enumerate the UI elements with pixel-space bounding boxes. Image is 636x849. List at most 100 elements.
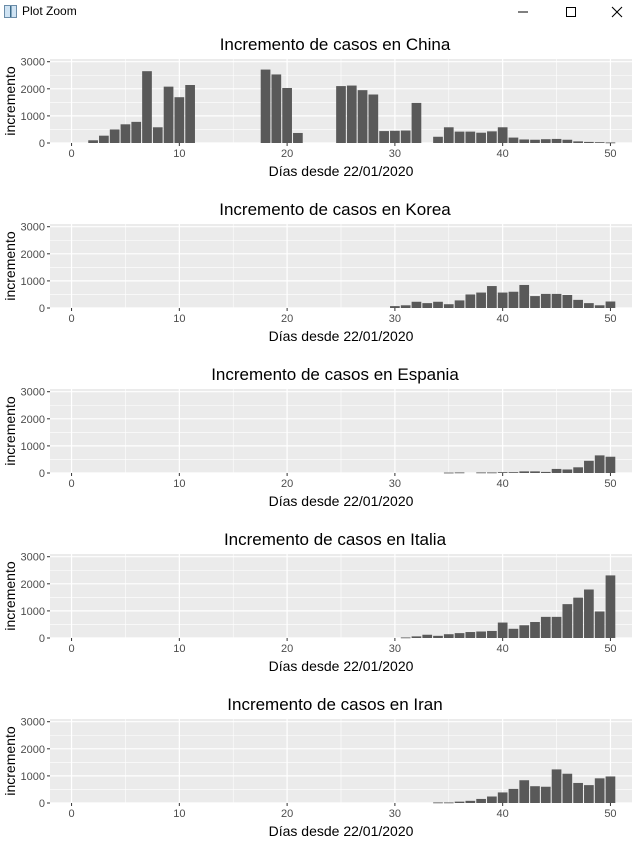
- x-axis-label: Días desde 22/01/2020: [269, 163, 414, 179]
- bar: [497, 792, 508, 803]
- y-tick-label: 2000: [21, 579, 45, 591]
- bar: [540, 786, 551, 803]
- y-tick-label: 3000: [21, 222, 45, 234]
- y-axis-label: incremento: [2, 726, 18, 795]
- bar: [293, 132, 303, 143]
- bar: [551, 293, 562, 308]
- chart-2: Incremento de casos en Korea010002000300…: [2, 200, 632, 344]
- bar: [573, 141, 583, 143]
- bar: [390, 130, 400, 143]
- x-axis-label: Días desde 22/01/2020: [269, 493, 414, 509]
- x-axis-label: Días desde 22/01/2020: [269, 658, 414, 674]
- y-tick-label: 3000: [21, 717, 45, 729]
- chart-title: Incremento de casos en Espania: [211, 365, 459, 384]
- chart-1: Incremento de casos en China010002000300…: [2, 35, 632, 179]
- bar: [465, 294, 476, 308]
- bar: [400, 637, 411, 639]
- bar: [433, 301, 443, 308]
- x-tick-label: 20: [281, 478, 293, 490]
- bar: [519, 780, 530, 803]
- plot-zoom-app-icon: [4, 5, 17, 18]
- bar: [422, 303, 433, 308]
- bar: [562, 773, 573, 803]
- x-tick-label: 10: [173, 313, 185, 325]
- bar: [594, 611, 605, 638]
- bar: [476, 798, 486, 803]
- bar: [487, 131, 497, 143]
- bar: [605, 776, 616, 803]
- bar: [530, 622, 540, 638]
- chart-5: Incremento de casos en Iran 0 1000 2000 3000…: [2, 695, 632, 839]
- chart-title: Incremento de casos en Korea: [219, 200, 451, 219]
- chart-3: Incremento de casos en Espania 0 1000 2000 3…: [2, 365, 632, 509]
- x-tick-label: 50: [604, 148, 616, 160]
- y-tick-label: 0: [39, 468, 45, 480]
- bar: [508, 472, 519, 473]
- bar: [88, 140, 98, 143]
- bar: [454, 472, 465, 474]
- bar: [476, 631, 486, 638]
- bar: [454, 633, 465, 638]
- bar: [519, 625, 530, 638]
- bar: [584, 785, 594, 803]
- bar: [605, 142, 616, 144]
- y-tick-label: 2000: [21, 84, 45, 96]
- bar: [584, 460, 594, 473]
- bar: [336, 86, 346, 143]
- y-tick-label: 2000: [21, 744, 45, 756]
- bar: [551, 616, 562, 638]
- x-tick-label: 0: [68, 808, 74, 820]
- bar: [433, 802, 443, 804]
- y-axis-label: incremento: [2, 66, 18, 135]
- bar: [551, 138, 562, 143]
- x-tick-label: 40: [497, 313, 509, 325]
- bar: [530, 471, 540, 473]
- bar: [497, 292, 508, 308]
- bar: [497, 472, 508, 473]
- bar: [346, 85, 357, 143]
- x-tick-label: 40: [497, 643, 509, 655]
- bar: [400, 130, 411, 143]
- bar: [433, 635, 443, 638]
- x-tick-label: 50: [604, 808, 616, 820]
- window-title: Plot Zoom: [22, 4, 77, 18]
- x-axis-label: Días desde 22/01/2020: [269, 823, 414, 839]
- bar: [465, 800, 476, 803]
- bar: [443, 304, 454, 308]
- plot-area: Incremento de casos en China010002000300…: [2, 35, 632, 839]
- x-tick-label: 30: [389, 643, 401, 655]
- bar: [282, 87, 292, 143]
- bar: [487, 472, 497, 474]
- bar: [454, 801, 465, 803]
- bar: [476, 292, 486, 308]
- bar: [519, 139, 530, 143]
- minimize-button[interactable]: [500, 0, 546, 24]
- bar: [465, 632, 476, 638]
- x-tick-label: 50: [604, 643, 616, 655]
- x-tick-label: 40: [497, 148, 509, 160]
- bar: [540, 139, 551, 143]
- y-tick-label: 1000: [21, 276, 45, 288]
- bar: [465, 131, 476, 143]
- bar: [142, 71, 152, 143]
- bar: [584, 141, 594, 143]
- bar: [411, 636, 422, 638]
- bar: [487, 286, 497, 308]
- bar: [540, 293, 551, 308]
- bar: [422, 634, 433, 638]
- y-tick-label: 0: [39, 633, 45, 645]
- close-button[interactable]: [594, 0, 636, 24]
- bar: [400, 305, 411, 308]
- bar: [454, 300, 465, 308]
- y-axis-label: incremento: [2, 231, 18, 300]
- x-tick-label: 0: [68, 148, 74, 160]
- bar: [163, 86, 174, 143]
- bar: [508, 628, 519, 638]
- bar: [443, 472, 454, 474]
- x-tick-label: 20: [281, 643, 293, 655]
- x-tick-label: 20: [281, 148, 293, 160]
- bar: [573, 467, 583, 473]
- close-icon: [611, 6, 623, 18]
- maximize-button[interactable]: [548, 0, 594, 24]
- bar: [519, 471, 530, 473]
